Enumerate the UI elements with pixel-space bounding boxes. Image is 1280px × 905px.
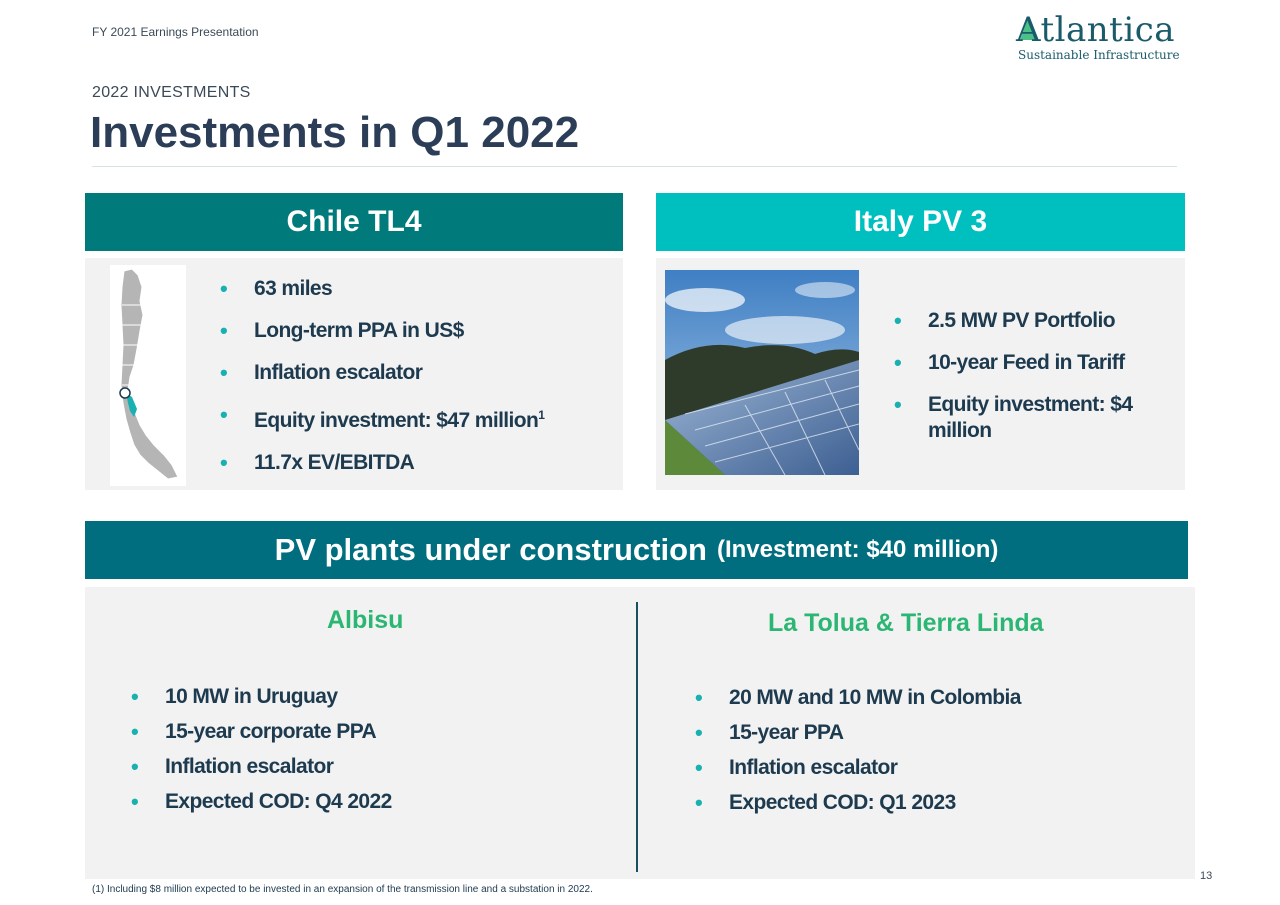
italy-bullet-list: • 2.5 MW PV Portfolio • 10-year Feed in Ta… [894, 308, 1174, 460]
list-item: • 20 MW and 10 MW in Colombia [695, 685, 1021, 710]
chile-banner-label: Chile TL4 [286, 205, 422, 238]
bullet-icon: • [220, 402, 228, 427]
footnote: (1) Including $8 million expected to be … [92, 884, 593, 895]
title-divider [92, 166, 1177, 167]
chile-banner: Chile TL4 [85, 193, 623, 251]
footnote-marker: 1 [538, 408, 545, 422]
albisu-title: Albisu [327, 606, 404, 634]
column-divider [636, 602, 638, 872]
page-number: 13 [1200, 870, 1213, 882]
list-item: • 10-year Feed in Tariff [894, 350, 1125, 375]
pv-banner-label: PV plants under construction [274, 532, 707, 567]
logo-accent-icon [1020, 18, 1036, 40]
bullet-icon: • [131, 684, 139, 709]
list-item: • 11.7x EV/EBITDA [220, 450, 415, 475]
list-item: • Expected COD: Q1 2023 [695, 790, 956, 815]
albisu-bullet-list: • 10 MW in Uruguay • 15-year corporate PPA… [131, 684, 551, 824]
bullet-icon: • [894, 392, 902, 417]
page-title: Investments in Q1 2022 [90, 108, 580, 157]
bullet-icon: • [695, 685, 703, 710]
logo-tagline: Sustainable Infrastructure [1018, 48, 1180, 62]
section-label: 2022 INVESTMENTS [92, 84, 251, 101]
italy-banner-label: Italy PV 3 [853, 205, 988, 238]
bullet-icon: • [894, 308, 902, 333]
presentation-label: FY 2021 Earnings Presentation [92, 25, 259, 39]
bullet-icon: • [131, 789, 139, 814]
pv-construction-banner: PV plants under construction (Investment… [85, 521, 1188, 579]
list-item: • Inflation escalator [220, 360, 423, 385]
bullet-icon: • [695, 720, 703, 745]
list-item: • 15-year corporate PPA [131, 719, 377, 744]
list-item: • Equity investment: $4 million [894, 392, 1133, 442]
bullet-icon: • [220, 360, 228, 385]
list-item: • 15-year PPA [695, 720, 844, 745]
list-item: • Inflation escalator [695, 755, 898, 780]
bullet-icon: • [695, 755, 703, 780]
list-item: • Expected COD: Q4 2022 [131, 789, 392, 814]
atlantica-logo: Atlantica Sustainable Infrastructure [1016, 10, 1180, 70]
solar-panels-photo [665, 270, 859, 475]
list-item: • 2.5 MW PV Portfolio [894, 308, 1116, 333]
list-item: • Inflation escalator [131, 754, 334, 779]
latolua-title: La Tolua & Tierra Linda [768, 609, 1044, 637]
bullet-icon: • [131, 719, 139, 744]
bullet-icon: • [894, 350, 902, 375]
list-item: • 10 MW in Uruguay [131, 684, 338, 709]
bullet-icon: • [695, 790, 703, 815]
italy-banner: Italy PV 3 [656, 193, 1185, 251]
chile-bullet-list: • 63 miles • Long-term PPA in US$ • Inflati… [220, 276, 610, 492]
pv-banner-note: (Investment: $40 million) [716, 536, 999, 563]
chile-map-icon [110, 265, 186, 486]
logo-wordmark: Atlantica [1016, 10, 1176, 50]
list-item: • Long-term PPA in US$ [220, 318, 464, 343]
bullet-icon: • [220, 276, 228, 301]
bullet-icon: • [131, 754, 139, 779]
list-item: • Equity investment: $47 million1 [220, 402, 545, 432]
pv-panel [85, 587, 1195, 879]
list-item: • 63 miles [220, 276, 333, 301]
bullet-icon: • [220, 318, 228, 343]
latolua-bullet-list: • 20 MW and 10 MW in Colombia • 15-year PP… [695, 685, 1135, 825]
bullet-icon: • [220, 450, 228, 475]
